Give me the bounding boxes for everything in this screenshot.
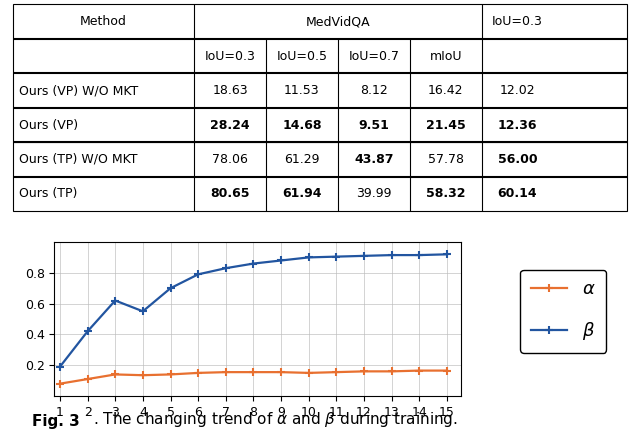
Text: Ours (TP): Ours (TP): [19, 187, 77, 201]
$\beta$: [111, 298, 119, 303]
Text: 12.36: 12.36: [498, 118, 537, 132]
Text: 78.06: 78.06: [212, 153, 248, 166]
$\alpha$: [166, 372, 174, 377]
$\beta$: [250, 261, 257, 266]
$\beta$: [333, 254, 340, 259]
$\beta$: [56, 364, 64, 370]
$\alpha$: [111, 372, 119, 377]
Text: 60.14: 60.14: [498, 187, 538, 201]
Text: mIoU: mIoU: [429, 50, 462, 62]
$\alpha$: [305, 370, 312, 375]
Text: IoU=0.3: IoU=0.3: [205, 50, 255, 62]
$\alpha$: [443, 368, 451, 373]
$\alpha$: [56, 381, 64, 386]
$\beta$: [388, 253, 396, 258]
$\beta$: [139, 309, 147, 314]
Text: 12.02: 12.02: [500, 84, 535, 97]
$\beta$: [277, 258, 285, 263]
Text: IoU=0.3: IoU=0.3: [492, 15, 543, 28]
Text: 61.94: 61.94: [282, 187, 322, 201]
Text: 80.65: 80.65: [211, 187, 250, 201]
Legend: $\alpha$, $\beta$: $\alpha$, $\beta$: [520, 270, 606, 353]
$\alpha$: [333, 370, 340, 375]
Text: 9.51: 9.51: [358, 118, 389, 132]
Text: 58.32: 58.32: [426, 187, 465, 201]
Line: $\alpha$: $\alpha$: [56, 367, 451, 388]
Text: 11.53: 11.53: [284, 84, 320, 97]
$\beta$: [443, 252, 451, 257]
Text: 16.42: 16.42: [428, 84, 463, 97]
Text: 14.68: 14.68: [282, 118, 322, 132]
$\alpha$: [415, 368, 423, 373]
$\beta$: [222, 266, 230, 271]
$\beta$: [305, 255, 312, 260]
$\alpha$: [139, 373, 147, 378]
Text: . The changing trend of $\alpha$ and $\beta$ during training.: . The changing trend of $\alpha$ and $\b…: [93, 410, 458, 429]
Line: $\beta$: $\beta$: [56, 250, 451, 371]
Text: IoU=0.5: IoU=0.5: [276, 50, 328, 62]
Text: 39.99: 39.99: [356, 187, 392, 201]
Text: 18.63: 18.63: [212, 84, 248, 97]
Text: 43.87: 43.87: [354, 153, 394, 166]
$\alpha$: [250, 370, 257, 375]
Text: Fig. 3: Fig. 3: [32, 414, 80, 429]
Text: Ours (VP) W/O MKT: Ours (VP) W/O MKT: [19, 84, 138, 97]
$\alpha$: [388, 369, 396, 374]
$\alpha$: [222, 370, 230, 375]
Text: MedVidQA: MedVidQA: [305, 15, 370, 28]
$\beta$: [360, 253, 368, 258]
$\beta$: [166, 286, 174, 291]
$\beta$: [84, 329, 92, 334]
Text: Method: Method: [80, 15, 127, 28]
$\beta$: [195, 271, 202, 277]
Text: 8.12: 8.12: [360, 84, 388, 97]
Text: 28.24: 28.24: [210, 118, 250, 132]
Text: IoU=0.7: IoU=0.7: [348, 50, 399, 62]
$\alpha$: [84, 376, 92, 381]
Text: 61.29: 61.29: [284, 153, 319, 166]
Text: 57.78: 57.78: [428, 153, 463, 166]
Text: 21.45: 21.45: [426, 118, 465, 132]
Text: 56.00: 56.00: [498, 153, 538, 166]
$\beta$: [415, 253, 423, 258]
Text: Ours (VP): Ours (VP): [19, 118, 78, 132]
$\alpha$: [360, 369, 368, 374]
$\alpha$: [277, 370, 285, 375]
$\alpha$: [195, 370, 202, 375]
Text: Ours (TP) W/O MKT: Ours (TP) W/O MKT: [19, 153, 138, 166]
